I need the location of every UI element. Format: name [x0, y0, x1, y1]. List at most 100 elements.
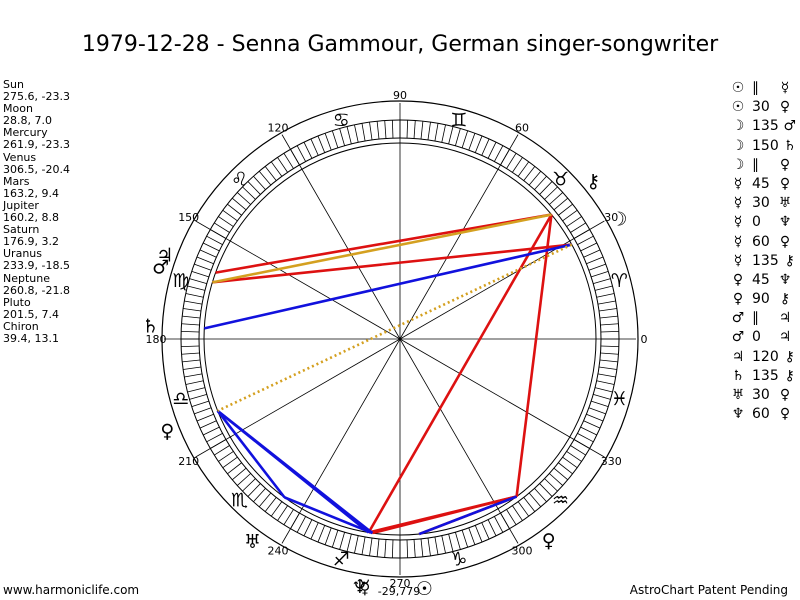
degree-tick: [600, 352, 619, 355]
aspect-row: ☿ 135 ⚷: [727, 252, 799, 271]
degree-tick: [580, 426, 598, 436]
degree-tick: [184, 373, 203, 378]
degree-tick: [544, 186, 558, 200]
spoke-120: [281, 134, 401, 340]
aspect-row: ♃ 120 ⚷: [727, 348, 799, 367]
aspect-angle: 0: [752, 214, 761, 231]
degree-tick: [303, 141, 313, 159]
degree-tick: [600, 330, 619, 333]
degree-tick: [194, 407, 212, 415]
aspect-planet-2: ⚷: [779, 291, 791, 308]
degree-tick: [296, 516, 306, 533]
aspect-lines: [203, 213, 573, 536]
degree-tick: [303, 519, 313, 537]
degree-tick: [597, 300, 616, 305]
degree-tick: [534, 175, 547, 190]
degree-tick: [406, 539, 409, 558]
aspect-planet-2: ♃: [778, 310, 792, 327]
degree-tick: [523, 497, 536, 512]
aspect-line-sun-venus: [418, 495, 518, 536]
gemini-sign-icon: ♊: [450, 110, 467, 132]
footer-patent: AstroChart Patent Pending: [629, 583, 788, 597]
planet-name-mercury: Mercury: [3, 126, 48, 140]
aspect-planet-2: ⚷: [784, 367, 795, 384]
aspect-planet-1: ♃: [731, 348, 745, 365]
degree-tick: [597, 373, 616, 378]
degree-tick: [264, 166, 277, 181]
degree-label-240: 240: [268, 544, 289, 557]
footer-website[interactable]: www.harmoniclife.com: [3, 583, 140, 597]
degree-tick: [570, 222, 586, 233]
degree-tick: [339, 532, 345, 550]
degree-tick: [599, 315, 618, 319]
degree-tick: [512, 157, 523, 173]
degree-tick: [558, 203, 573, 216]
degree-tick: [369, 537, 373, 556]
degree-tick: [600, 345, 619, 348]
planet-values-uranus: 233.9, -18.5: [3, 259, 70, 273]
aspect-row: ♀ 45 ♆: [727, 271, 799, 290]
degree-tick: [277, 505, 288, 521]
degree-label-270: 270: [390, 577, 411, 590]
aspect-planet-1: ♆: [731, 406, 745, 423]
pisces-sign-icon: ♓: [611, 388, 628, 410]
aspect-angle: 0: [752, 329, 761, 346]
aspect-line-venus-chiron: [515, 214, 553, 497]
aspect-angle: 45: [752, 175, 770, 192]
degree-tick: [181, 323, 200, 326]
virgo-sign-icon: ♍: [172, 270, 189, 292]
aspect-planet-2: ♃: [778, 329, 792, 346]
degree-tick: [354, 124, 359, 143]
degree-tick: [427, 122, 431, 141]
aspect-planet-2: ⚷: [784, 348, 795, 365]
degree-tick: [324, 527, 332, 545]
degree-tick: [562, 456, 578, 469]
degree-tick: [384, 539, 387, 558]
aspect-planet-2: ♀: [779, 175, 791, 192]
degree-tick: [264, 497, 277, 512]
chiron-icon: ⚷: [586, 170, 600, 192]
degree-tick: [455, 532, 461, 550]
degree-tick: [506, 509, 517, 525]
degree-tick: [588, 407, 606, 415]
planet-values-saturn: 176.9, 3.2: [3, 235, 59, 249]
leo-sign-icon: ♌: [231, 168, 248, 190]
planet-name-chiron: Chiron: [3, 319, 39, 333]
aspect-planet-2: ♀: [779, 233, 791, 250]
degree-tick: [434, 123, 439, 142]
planet-name-venus: Venus: [3, 150, 37, 164]
degree-tick: [586, 413, 604, 422]
degree-tick: [487, 141, 497, 159]
aspect-row: ☿ 45 ♀: [727, 175, 799, 194]
degree-label-150: 150: [178, 211, 199, 224]
degree-tick: [481, 138, 490, 156]
aspect-planet-1: ☽: [731, 137, 745, 154]
degree-tick: [593, 278, 611, 284]
degree-tick: [258, 492, 272, 508]
degree-tick: [202, 426, 220, 436]
degree-tick: [413, 120, 416, 139]
aspect-row: ☿ 0 ♆: [727, 213, 799, 232]
degree-label-30: 30: [604, 211, 618, 224]
degree-tick: [487, 519, 497, 537]
aries-sign-icon: ♈: [611, 270, 628, 292]
degree-tick: [253, 488, 266, 503]
degree-tick: [187, 285, 206, 291]
aquarius-sign-icon: ♒: [552, 490, 569, 512]
degree-tick: [361, 123, 366, 142]
capricorn-sign-icon: ♑: [450, 548, 467, 570]
degree-tick: [191, 400, 209, 408]
degree-tick: [553, 197, 569, 211]
aspect-planet-2: ♀: [779, 406, 791, 423]
degree-tick: [253, 175, 266, 190]
aspect-line-neptune-pluto: [216, 409, 370, 534]
degree-tick: [231, 197, 247, 211]
degree-ticks: [181, 120, 619, 558]
degree-tick: [544, 478, 558, 492]
degree-label-300: 300: [512, 544, 533, 557]
degree-tick: [427, 537, 431, 556]
degree-tick: [196, 413, 214, 422]
aspect-row: ☽ 135 ♂: [727, 117, 799, 136]
aspect-planet-1: ☉: [731, 80, 745, 96]
degree-tick: [218, 216, 234, 227]
